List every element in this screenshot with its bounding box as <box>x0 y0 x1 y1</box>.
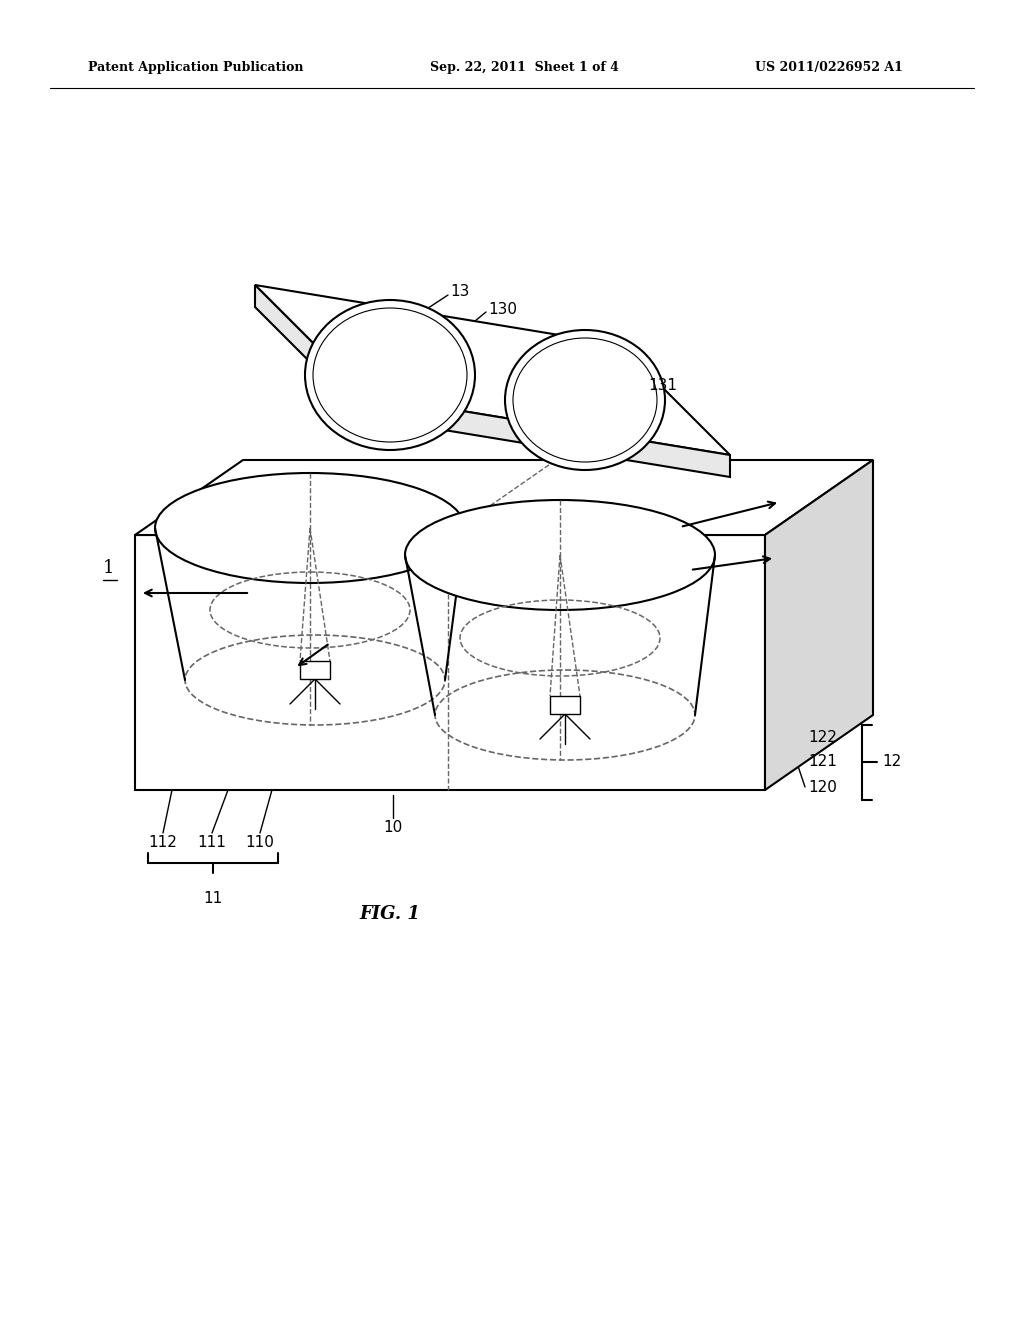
Ellipse shape <box>305 300 475 450</box>
Polygon shape <box>300 661 330 678</box>
Text: 131: 131 <box>648 378 677 392</box>
Ellipse shape <box>505 330 665 470</box>
Text: Patent Application Publication: Patent Application Publication <box>88 62 303 74</box>
Text: 12: 12 <box>882 755 901 770</box>
Text: 111: 111 <box>198 836 226 850</box>
Text: 11: 11 <box>204 891 222 906</box>
Polygon shape <box>135 459 873 535</box>
Text: 10: 10 <box>383 820 402 836</box>
Text: 121: 121 <box>808 755 837 770</box>
Text: 122: 122 <box>808 730 837 744</box>
Text: 1: 1 <box>103 558 115 577</box>
Polygon shape <box>765 459 873 789</box>
Ellipse shape <box>406 500 715 610</box>
Polygon shape <box>255 285 365 417</box>
Text: 13: 13 <box>450 285 469 300</box>
Text: 112: 112 <box>148 836 177 850</box>
Polygon shape <box>365 395 730 477</box>
Ellipse shape <box>155 473 465 583</box>
Polygon shape <box>550 696 580 714</box>
Polygon shape <box>135 535 765 789</box>
Text: 110: 110 <box>246 836 274 850</box>
Text: US 2011/0226952 A1: US 2011/0226952 A1 <box>755 62 903 74</box>
Text: 130: 130 <box>488 302 517 318</box>
Text: 120: 120 <box>808 780 837 795</box>
Text: FIG. 1: FIG. 1 <box>359 906 421 923</box>
Polygon shape <box>255 285 730 455</box>
Text: Sep. 22, 2011  Sheet 1 of 4: Sep. 22, 2011 Sheet 1 of 4 <box>430 62 618 74</box>
